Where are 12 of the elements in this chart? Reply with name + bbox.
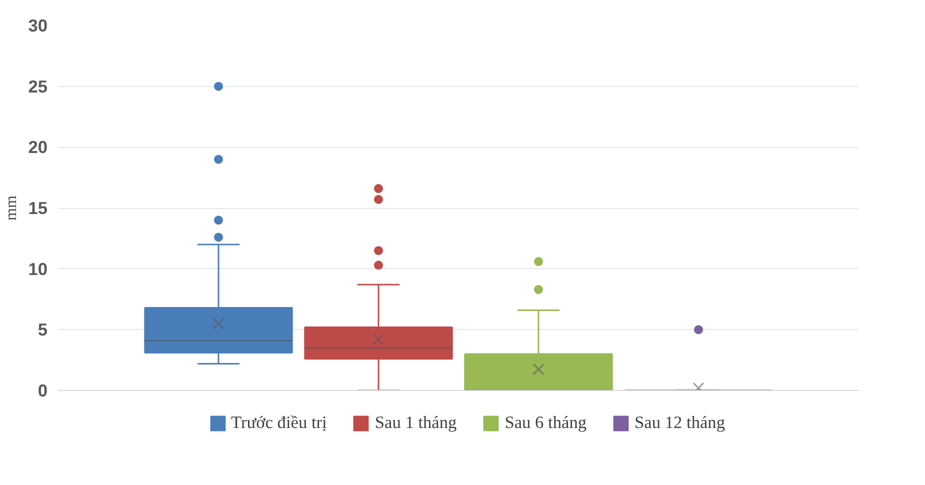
y-tick-label: 30 xyxy=(28,16,48,36)
legend-label: Sau 6 tháng xyxy=(504,412,587,432)
legend-label: Sau 1 tháng xyxy=(374,412,457,432)
y-axis-title: mm xyxy=(3,195,20,220)
y-tick-label: 5 xyxy=(38,320,48,340)
y-tick-label: 10 xyxy=(28,258,48,279)
y-tick-label: 15 xyxy=(28,198,48,218)
legend-label: Trước điều trị xyxy=(230,412,327,432)
y-tick-label: 20 xyxy=(28,137,48,158)
y-tick-label: 25 xyxy=(28,76,48,96)
legend-label: Sau 12 tháng xyxy=(634,412,726,432)
y-tick-label: 0 xyxy=(38,380,48,400)
